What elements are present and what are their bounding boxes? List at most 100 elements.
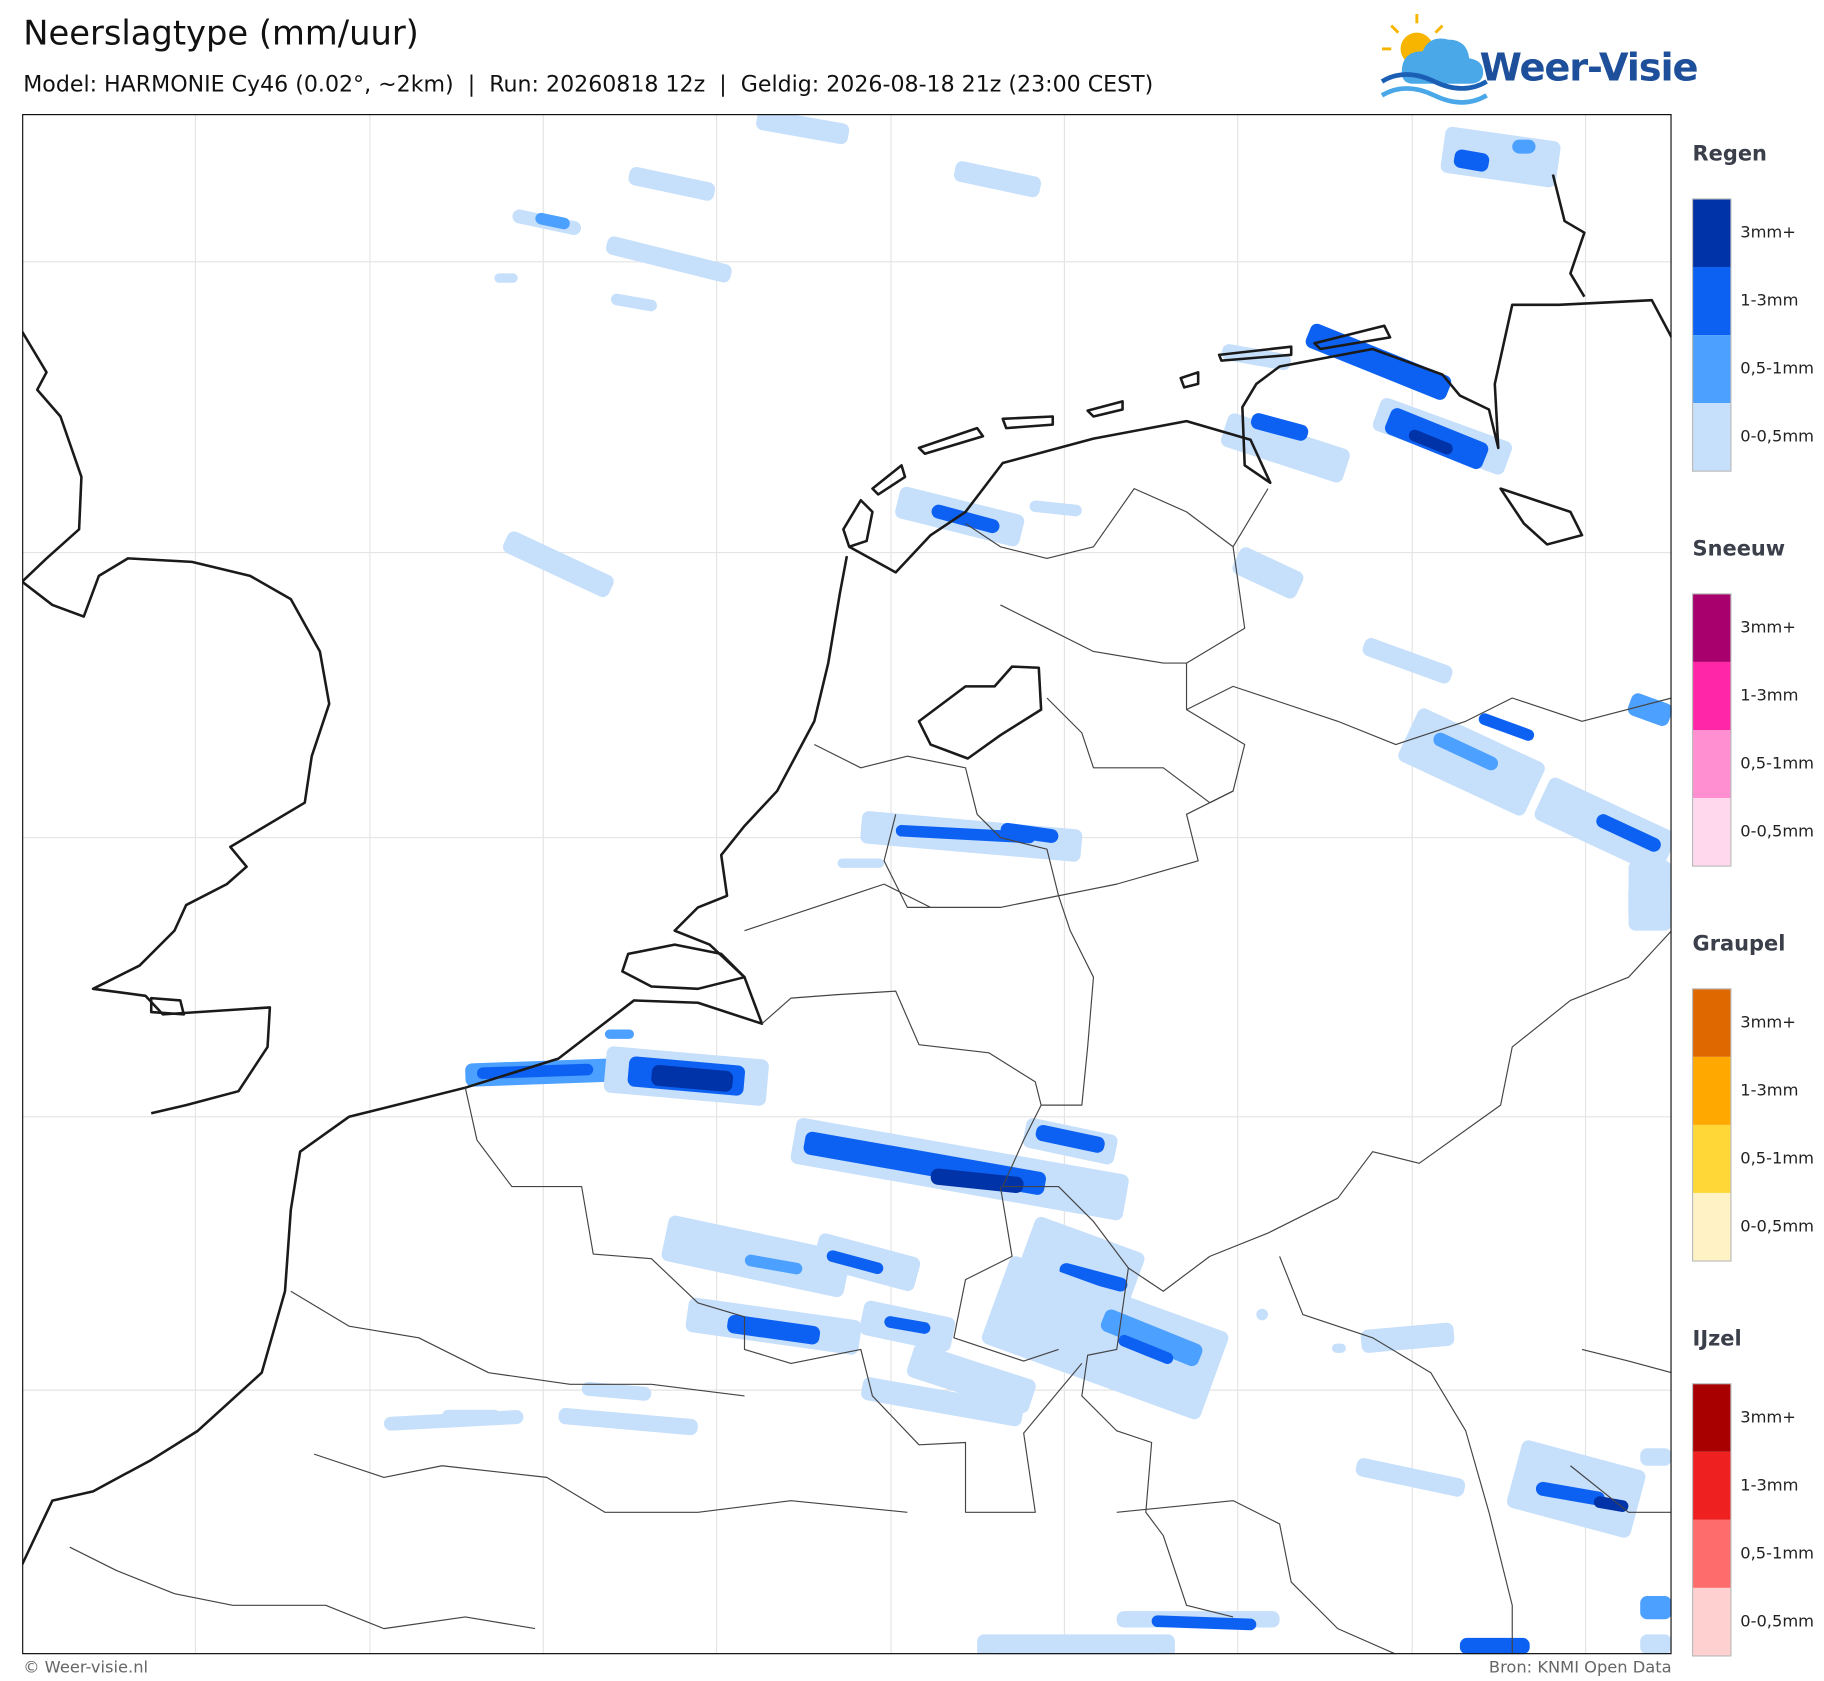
legend-label: 1-3mm (1740, 685, 1798, 704)
rain-patch (1305, 323, 1452, 400)
rain-patch (1035, 1124, 1105, 1153)
legend-swatch (1692, 1124, 1731, 1193)
rain-patch (895, 824, 1036, 844)
rain-patch (1640, 1596, 1672, 1620)
rain-patch (727, 1314, 821, 1345)
rain-patch (1398, 708, 1545, 816)
rain-patch (756, 114, 850, 145)
legend-label: 0-0,5mm (1740, 1611, 1814, 1630)
rain-patch (558, 1407, 698, 1436)
rain-patch (744, 1254, 803, 1275)
legend-swatch (1692, 403, 1731, 472)
borders (69, 488, 1672, 1655)
rain-patch (1362, 638, 1453, 684)
legend-swatch (1692, 1587, 1731, 1656)
rain-patch (1355, 1458, 1466, 1497)
rain-patch (1453, 149, 1490, 172)
legend-swatch (1692, 988, 1731, 1057)
footer-credit: © Weer-visie.nl (23, 1658, 148, 1677)
legend-label: 3mm+ (1740, 617, 1796, 636)
rain-patch (1118, 1334, 1174, 1364)
legend-frame (1691, 988, 1732, 1262)
legend-swatch (1692, 1383, 1731, 1452)
legend-label: 3mm+ (1740, 222, 1796, 241)
rain-patch (606, 236, 732, 283)
rain-patch (826, 1250, 884, 1275)
legend: Regen 3mm+ 1-3mm 0,5-1mm 0-0,5mm Sneeuw 3mm+ 1-… (1691, 142, 1814, 1657)
rain-patch (1151, 1615, 1257, 1631)
rain-patch (1640, 1448, 1672, 1466)
rain-patch (1000, 822, 1059, 843)
rain-patch (651, 1064, 734, 1092)
legend-swatch (1692, 1192, 1731, 1262)
rain-patch (535, 212, 570, 230)
legend-label: 1-3mm (1740, 1080, 1798, 1099)
rain-patch (931, 504, 1000, 534)
title: Neerslagtype (mm/uur) (23, 13, 419, 52)
rain-patch (1250, 413, 1309, 441)
legend-label: 1-3mm (1740, 1475, 1798, 1494)
rain-patch (1100, 1309, 1203, 1367)
legend-heading: Sneeuw (1693, 537, 1786, 561)
legend-label: 0-0,5mm (1740, 427, 1814, 446)
rain-patch (1331, 1343, 1346, 1353)
rain-patch (503, 531, 614, 598)
subtitle: Model: HARMONIE Cy46 (0.02°, ~2km) | Run… (23, 71, 1153, 97)
rain-patch (610, 293, 657, 312)
legend-frame (1691, 198, 1732, 472)
graticule (22, 114, 1672, 1655)
legend-swatch (1692, 661, 1731, 730)
rain-patch (977, 1634, 1175, 1655)
rain-patch (1256, 1308, 1268, 1321)
rain-patch (604, 1029, 634, 1039)
legend-frame (1691, 593, 1732, 867)
legend-heading: Graupel (1693, 932, 1786, 956)
legend-swatch (1692, 1056, 1731, 1125)
legend-swatch (1692, 335, 1731, 404)
rain-patch (1596, 814, 1661, 852)
legend-label: 0,5-1mm (1740, 754, 1814, 773)
legend-frame (1691, 1383, 1732, 1657)
rain-patch (581, 1381, 652, 1401)
legend-label: 0,5-1mm (1740, 1543, 1814, 1562)
rain-patch (1593, 1496, 1629, 1512)
rain-patch (1029, 500, 1082, 517)
coastlines (22, 174, 1672, 1566)
rain-patch (861, 1377, 1024, 1427)
legend-swatch (1692, 798, 1731, 867)
legend-label: 0,5-1mm (1740, 359, 1814, 378)
rain-patch (906, 1343, 1036, 1414)
legend-label: 3mm+ (1740, 1407, 1796, 1426)
rain-patch (442, 1409, 501, 1422)
rain-patch (1059, 1263, 1128, 1292)
legend-swatch (1692, 1451, 1731, 1520)
legend-label: 3mm+ (1740, 1012, 1796, 1031)
rain-patch (494, 273, 518, 283)
legend-swatch (1692, 1519, 1731, 1588)
legend-label: 0,5-1mm (1740, 1148, 1814, 1167)
rain-patch (1459, 1637, 1530, 1655)
rain-patch (1627, 693, 1672, 726)
rain-patch (1408, 429, 1453, 455)
logo-text: Weer-Visie (1480, 45, 1698, 90)
legend-label: 0-0,5mm (1740, 822, 1814, 841)
legend-heading: IJzel (1693, 1327, 1742, 1351)
rain-patch (1478, 713, 1535, 741)
rain-patch (953, 161, 1042, 198)
rain-patch (1220, 413, 1350, 483)
legend-swatch (1692, 729, 1731, 799)
legend-swatch (1692, 593, 1731, 662)
rain-patch (1433, 732, 1498, 771)
rain-patch (1628, 860, 1672, 931)
rain-patch (981, 1256, 1229, 1420)
rain-patch (837, 858, 885, 868)
rain-patch (1640, 1634, 1672, 1655)
legend-swatch (1692, 267, 1731, 336)
map (22, 114, 1672, 1655)
legend-label: 1-3mm (1740, 291, 1798, 310)
rain-patch (628, 166, 716, 201)
rain-patch (1535, 1481, 1605, 1506)
legend-swatch (1692, 198, 1731, 268)
